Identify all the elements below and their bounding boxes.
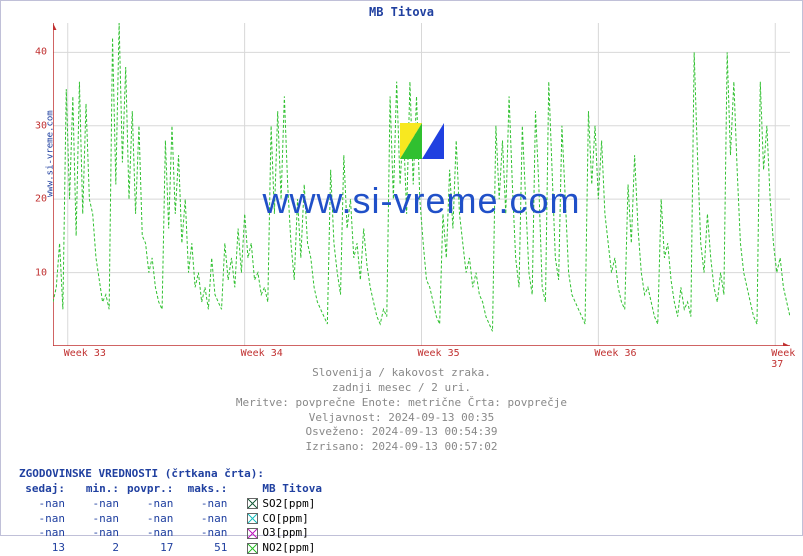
x-axis-ticks: Week 33Week 34Week 35Week 36Week 37 <box>53 348 790 364</box>
y-tick-label: 10 <box>35 267 47 278</box>
x-tick-label: Week 35 <box>418 348 460 359</box>
series-name: NO2[ppm] <box>262 541 330 556</box>
cell-max: -nan <box>181 526 235 541</box>
site-logo <box>400 123 444 159</box>
legend-row: -nan-nan-nan-nanO3[ppm] <box>19 526 330 541</box>
metadata-line: Meritve: povprečne Enote: metrične Črta:… <box>1 396 802 411</box>
swatch-cell <box>235 541 262 556</box>
y-axis-ticks: 10 20 30 40 <box>29 23 49 346</box>
y-tick-label: 40 <box>35 47 47 58</box>
x-tick-label: Week 37 <box>771 348 795 370</box>
metadata-line: Osveženo: 2024-09-13 00:54:39 <box>1 425 802 440</box>
col-min: min.: <box>73 482 127 497</box>
legend-header-row: sedaj: min.: povpr.: maks.: MB Titova <box>19 482 330 497</box>
swatch-cell <box>235 497 262 512</box>
cell-avg: 17 <box>127 541 181 556</box>
y-tick-label: 30 <box>35 120 47 131</box>
col-now: sedaj: <box>19 482 73 497</box>
cell-now: 13 <box>19 541 73 556</box>
legend-header: ZGODOVINSKE VREDNOSTI (črtkana črta): <box>19 467 802 482</box>
cell-avg: -nan <box>127 526 181 541</box>
cell-max: -nan <box>181 512 235 527</box>
col-max: maks.: <box>181 482 235 497</box>
cell-now: -nan <box>19 497 73 512</box>
series-swatch <box>247 513 258 524</box>
plot-region: www.si-vreme.com <box>53 23 790 346</box>
metadata-line: Izrisano: 2024-09-13 00:57:02 <box>1 440 802 455</box>
legend-row: -nan-nan-nan-nanCO[ppm] <box>19 512 330 527</box>
legend-row: 1321751 NO2[ppm] <box>19 541 330 556</box>
cell-min: 2 <box>73 541 127 556</box>
x-tick-label: Week 36 <box>594 348 636 359</box>
metadata-line: Veljavnost: 2024-09-13 00:35 <box>1 411 802 426</box>
legend-block: ZGODOVINSKE VREDNOSTI (črtkana črta): se… <box>19 467 802 556</box>
swatch-cell <box>235 512 262 527</box>
chart-title: MB Titova <box>1 1 802 19</box>
chart-area: www.si-vreme.com 10203040 www.si-vreme.c… <box>29 19 794 364</box>
metadata-line: Slovenija / kakovost zraka. <box>1 366 802 381</box>
cell-now: -nan <box>19 526 73 541</box>
x-tick-label: Week 33 <box>64 348 106 359</box>
legend-row: -nan-nan-nan-nanSO2[ppm] <box>19 497 330 512</box>
series-name: CO[ppm] <box>262 512 330 527</box>
cell-max: -nan <box>181 497 235 512</box>
legend-table: sedaj: min.: povpr.: maks.: MB Titova -n… <box>19 482 330 556</box>
cell-min: -nan <box>73 526 127 541</box>
x-tick-label: Week 34 <box>241 348 283 359</box>
cell-min: -nan <box>73 497 127 512</box>
swatch-cell <box>235 526 262 541</box>
cell-avg: -nan <box>127 497 181 512</box>
cell-avg: -nan <box>127 512 181 527</box>
series-swatch <box>247 543 258 554</box>
series-swatch <box>247 528 258 539</box>
col-station: MB Titova <box>262 482 330 497</box>
cell-min: -nan <box>73 512 127 527</box>
series-name: SO2[ppm] <box>262 497 330 512</box>
series-name: O3[ppm] <box>262 526 330 541</box>
metadata-line: zadnji mesec / 2 uri. <box>1 381 802 396</box>
y-tick-label: 20 <box>35 194 47 205</box>
cell-max: 51 <box>181 541 235 556</box>
cell-now: -nan <box>19 512 73 527</box>
col-avg: povpr.: <box>127 482 181 497</box>
series-swatch <box>247 498 258 509</box>
chart-metadata: Slovenija / kakovost zraka. zadnji mesec… <box>1 366 802 455</box>
